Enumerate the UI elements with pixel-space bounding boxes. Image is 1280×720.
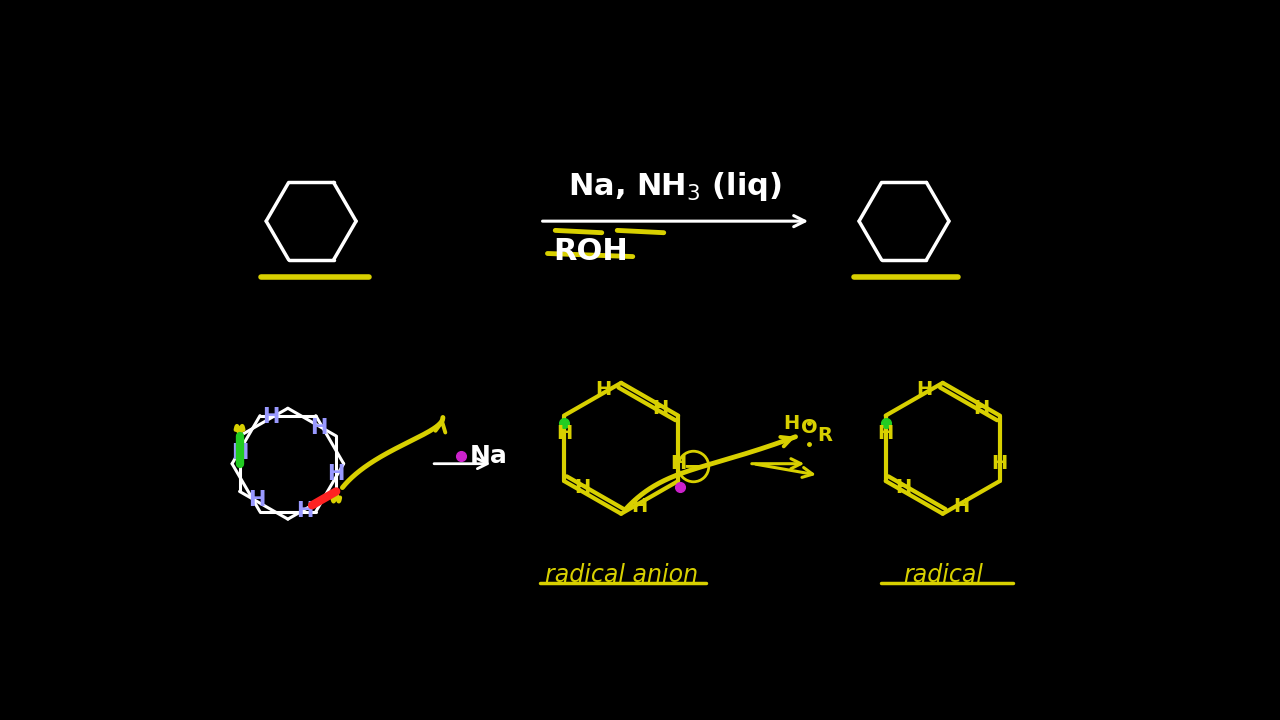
Text: H: H: [952, 498, 969, 516]
Text: H: H: [262, 407, 279, 427]
Text: H: H: [248, 490, 265, 510]
Text: H: H: [631, 498, 648, 516]
Text: H: H: [595, 380, 611, 400]
Text: H: H: [296, 500, 314, 521]
Text: Na: Na: [470, 444, 508, 468]
Text: H: H: [575, 479, 590, 498]
Text: −: −: [682, 454, 704, 477]
Text: radical anion: radical anion: [544, 563, 698, 588]
Text: H: H: [896, 479, 911, 498]
Text: ROH: ROH: [553, 238, 627, 266]
Text: H: H: [556, 424, 572, 443]
Text: H: H: [974, 399, 989, 418]
Text: H: H: [328, 464, 344, 485]
Text: H: H: [878, 424, 893, 443]
Text: radical: radical: [902, 563, 983, 588]
Text: H: H: [311, 418, 328, 438]
Text: R: R: [818, 426, 832, 444]
Text: H: H: [783, 414, 800, 433]
Text: O: O: [801, 418, 818, 437]
Text: Na, NH$_3$ (liq): Na, NH$_3$ (liq): [568, 170, 782, 203]
Text: H: H: [652, 399, 668, 418]
Text: H: H: [230, 443, 248, 463]
Text: H: H: [916, 380, 933, 400]
Text: H: H: [992, 454, 1007, 472]
Text: H: H: [669, 454, 686, 472]
